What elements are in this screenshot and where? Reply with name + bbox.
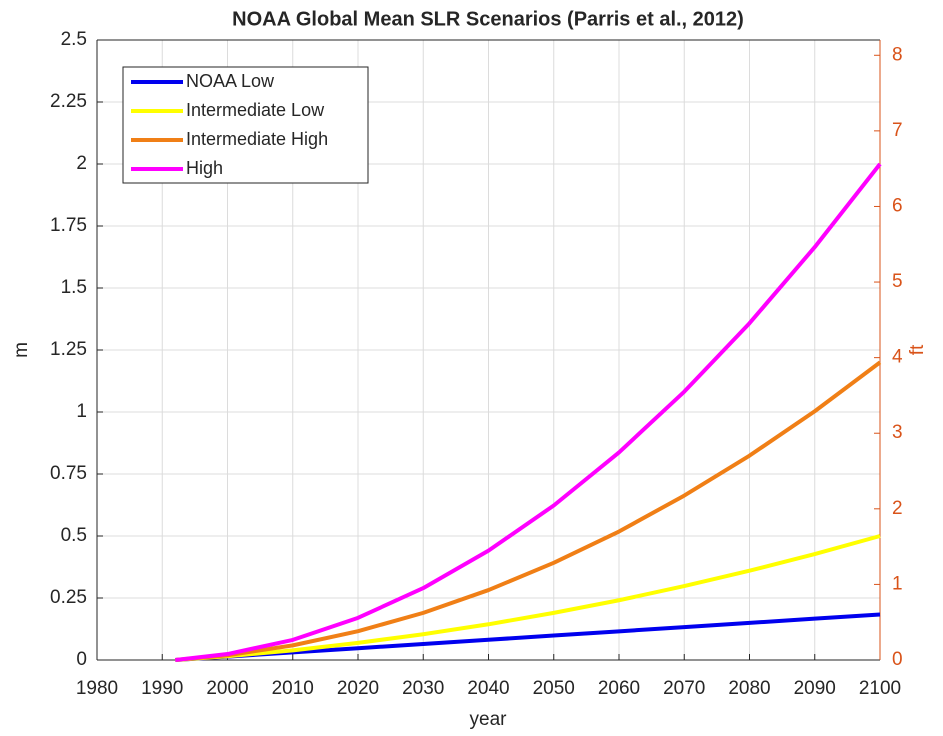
y-tick-label: 0.5 — [61, 525, 87, 546]
x-tick-label: 1980 — [76, 678, 118, 699]
y-tick-label: 1 — [76, 401, 87, 422]
legend-box — [122, 66, 369, 184]
legend-label: High — [186, 158, 223, 178]
y-tick-label: 0.75 — [50, 463, 87, 484]
legend-label: Intermediate Low — [186, 100, 325, 120]
x-tick-label: 2050 — [533, 678, 575, 699]
y-tick-label: 1.5 — [61, 277, 87, 298]
y2-tick-label: 2 — [892, 498, 903, 519]
y-tick-label: 2.5 — [61, 29, 87, 50]
y2-tick-label: 7 — [892, 120, 903, 141]
x-tick-label: 2080 — [728, 678, 770, 699]
x-tick-label: 2040 — [467, 678, 509, 699]
y2-tick-label: 8 — [892, 44, 903, 65]
y2-axis-label: ft — [907, 344, 928, 355]
x-tick-label: 2000 — [206, 678, 248, 699]
y-tick-label: 0 — [76, 649, 87, 670]
y2-tick-label: 0 — [892, 649, 903, 670]
y-tick-label: 0.25 — [50, 587, 87, 608]
x-tick-label: 1990 — [141, 678, 183, 699]
x-axis-label: year — [470, 709, 508, 730]
x-tick-label: 2030 — [402, 678, 444, 699]
y2-tick-label: 3 — [892, 422, 903, 443]
y2-tick-label: 1 — [892, 573, 903, 594]
y2-tick-label: 4 — [892, 347, 903, 368]
legend-label: Intermediate High — [186, 129, 328, 149]
x-tick-label: 2060 — [598, 678, 640, 699]
chart-title: NOAA Global Mean SLR Scenarios (Parris e… — [232, 8, 744, 30]
x-tick-label: 2070 — [663, 678, 705, 699]
y2-tick-label: 5 — [892, 271, 903, 292]
y-tick-label: 2.25 — [50, 91, 87, 112]
y-tick-label: 1.25 — [50, 339, 87, 360]
x-tick-label: 2100 — [859, 678, 901, 699]
line — [175, 162, 882, 662]
line — [175, 534, 881, 662]
line — [175, 360, 882, 662]
y-tick-label: 1.75 — [50, 215, 87, 236]
y-tick-label: 2 — [76, 153, 87, 174]
y-axis-label: m — [11, 342, 32, 358]
y2-tick-label: 6 — [892, 195, 903, 216]
legend-label: NOAA Low — [186, 71, 275, 91]
x-tick-label: 2020 — [337, 678, 379, 699]
x-tick-label: 2090 — [794, 678, 836, 699]
x-tick-label: 2010 — [272, 678, 314, 699]
